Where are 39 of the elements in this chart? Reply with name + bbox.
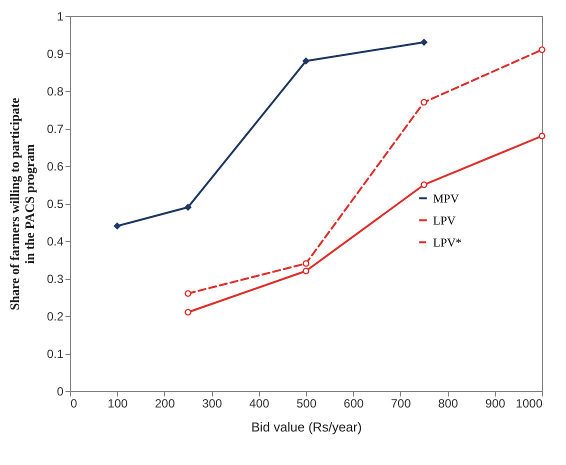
point: [420, 38, 428, 46]
y-tick-label: 0.4: [46, 234, 64, 248]
legend-label: MPV: [433, 191, 460, 206]
point: [420, 98, 428, 106]
x-axis-title: Bid value (Rs/year): [251, 420, 362, 434]
y-tick-label: 1: [56, 10, 64, 24]
point: [302, 58, 310, 64]
y-tick-label: 0.2: [46, 310, 64, 324]
y-tick-label: 0.7: [46, 122, 64, 136]
x-tick-label: 800: [438, 396, 458, 410]
x-tick-label: 900: [485, 396, 506, 410]
y-tick-label: 0.9: [46, 47, 64, 61]
point: [420, 181, 428, 188]
y-axis-title: Share of farmers willing to participate in the PACS program: [6, 98, 37, 310]
point: [114, 222, 121, 230]
x-tick-label: 0: [70, 396, 78, 410]
x-tick-label: 500: [296, 396, 317, 410]
y-tick-label: 0.8: [46, 84, 64, 98]
y-tick-label: 0.3: [46, 272, 64, 286]
legend-label: LPV*: [433, 235, 462, 250]
y-tick-label: 0.6: [46, 160, 64, 174]
x-tick-label: 200: [154, 396, 176, 410]
x-tick-label: 600: [344, 396, 364, 410]
x-tick-label: 100: [108, 396, 128, 410]
y-tick-label: 0.1: [46, 347, 64, 361]
point: [538, 46, 546, 54]
point: [184, 204, 192, 211]
x-tick-label: 300: [202, 396, 222, 410]
x-tick-label: 400: [249, 396, 270, 410]
point: [184, 290, 192, 297]
point: [538, 132, 546, 140]
point: [302, 268, 310, 274]
y-tick-label: 0.5: [46, 197, 64, 211]
x-tick-label: 1000: [516, 396, 543, 410]
legend-label: LPV: [433, 213, 456, 228]
point: [184, 308, 192, 316]
x-tick-label: 700: [390, 396, 412, 410]
point: [302, 260, 310, 267]
y-tick-label: 0: [56, 384, 64, 398]
